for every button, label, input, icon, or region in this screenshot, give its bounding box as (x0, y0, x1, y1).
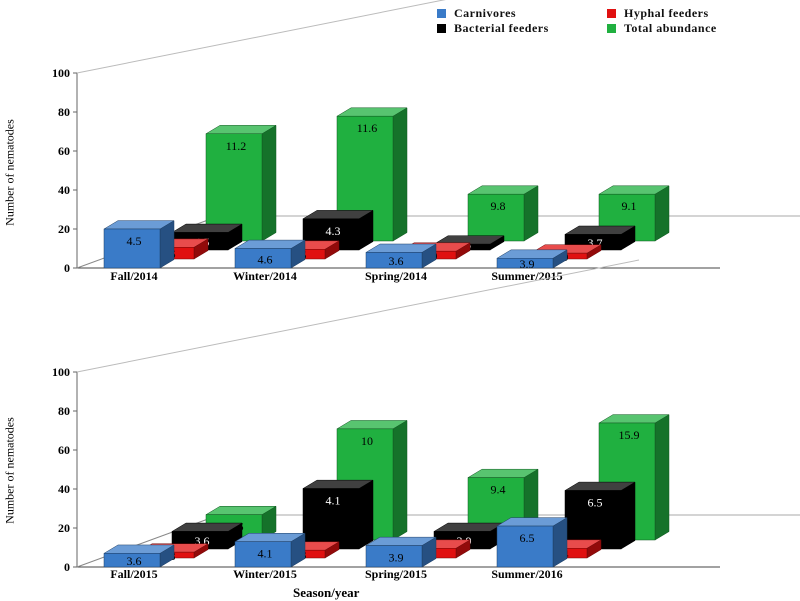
data-label: 4.1 (258, 547, 273, 561)
bar-bacterial-feeders-summer-2016: 6.5 (564, 481, 636, 550)
data-label: 3.9 (389, 550, 404, 564)
data-label: 6.5 (588, 496, 603, 510)
legend-swatch-carnivores (437, 9, 446, 18)
legend-label-total-abundance: Total abundance (624, 21, 717, 35)
data-label: 6.5 (520, 531, 535, 545)
bar-bacterial-feeders-winter-2014: 4.3 (302, 209, 374, 251)
data-label: 9.8 (491, 199, 506, 213)
legend: Carnivores Hyphal feeders Bacterial feed… (425, 2, 795, 36)
bar-carnivores-fall-2014: 4.5 (103, 220, 175, 269)
y-tick-label: 20 (58, 222, 70, 236)
data-label: 15.9 (619, 428, 640, 442)
y-tick-label: 0 (64, 560, 70, 574)
top-edge-line (76, 259, 640, 373)
y-tick-label: 100 (52, 365, 70, 379)
data-label: 3.6 (389, 254, 404, 268)
legend-swatch-bacterial-feeders (437, 24, 446, 33)
bar-carnivores-spring-2014: 3.6 (365, 243, 437, 269)
category-label-fall-2015: Fall/2015 (110, 567, 157, 581)
legend-label-bacterial-feeders: Bacterial feeders (454, 21, 549, 35)
data-label: 4.6 (258, 252, 273, 266)
category-label-fall-2014: Fall/2014 (110, 269, 157, 283)
bar-total-abundance-fall-2014: 11.2 (205, 124, 277, 242)
legend-item-hyphal-feeders: Hyphal feeders (607, 6, 709, 21)
bar-carnivores-summer-2016: 6.5 (496, 517, 568, 568)
legend-item-bacterial-feeders: Bacterial feeders (437, 21, 549, 36)
bar-carnivores-spring-2015: 3.9 (365, 536, 437, 568)
category-label-spring-2015: Spring/2015 (365, 567, 427, 581)
legend-label-carnivores: Carnivores (454, 6, 517, 20)
y-axis-label-bottom: Number of nematodes (2, 417, 17, 524)
y-tick-label: 80 (58, 105, 70, 119)
legend-item-total-abundance: Total abundance (607, 21, 717, 36)
data-label: 9.1 (622, 199, 637, 213)
data-label: 10 (361, 434, 373, 448)
category-label-winter-2015: Winter/2015 (233, 567, 297, 581)
legend-label-hyphal-feeders: Hyphal feeders (624, 6, 709, 20)
bar-bacterial-feeders-winter-2015: 4.1 (302, 479, 374, 550)
data-label: 4.3 (326, 224, 341, 238)
data-label: 4.5 (127, 234, 142, 248)
y-tick-label: 80 (58, 404, 70, 418)
bar-carnivores-winter-2015: 4.1 (234, 532, 306, 568)
y-tick-label: 40 (58, 183, 70, 197)
data-label: 11.2 (226, 139, 247, 153)
data-label: 9.4 (491, 483, 506, 497)
legend-item-carnivores: Carnivores (437, 6, 516, 21)
x-axis-title: Season/year (293, 585, 360, 600)
data-label: 4.1 (326, 494, 341, 508)
data-label: 3.6 (127, 554, 142, 568)
category-label-spring-2014: Spring/2014 (365, 269, 427, 283)
category-label-summer-2015: Summer/2015 (491, 269, 562, 283)
legend-swatch-hyphal-feeders (607, 9, 616, 18)
category-label-summer-2016: Summer/2016 (491, 567, 562, 581)
y-tick-label: 60 (58, 144, 70, 158)
bar-carnivores-fall-2015: 3.6 (103, 544, 175, 568)
bar-total-abundance-spring-2014: 9.8 (467, 185, 539, 242)
bar-carnivores-summer-2015: 3.9 (496, 249, 568, 271)
y-tick-label: 20 (58, 521, 70, 535)
y-tick-label: 40 (58, 482, 70, 496)
y-tick-label: 100 (52, 66, 70, 80)
legend-swatch-total-abundance (607, 24, 616, 33)
bar-total-abundance-summer-2016: 15.9 (598, 414, 670, 541)
y-tick-label: 0 (64, 261, 70, 275)
category-label-winter-2014: Winter/2014 (233, 269, 297, 283)
y-tick-label: 60 (58, 443, 70, 457)
y-axis-label-top: Number of nematodes (2, 119, 17, 226)
bar-carnivores-winter-2014: 4.6 (234, 239, 306, 269)
data-label: 3.9 (520, 257, 535, 271)
data-label: 11.6 (357, 121, 378, 135)
top-edge-line (76, 0, 446, 74)
